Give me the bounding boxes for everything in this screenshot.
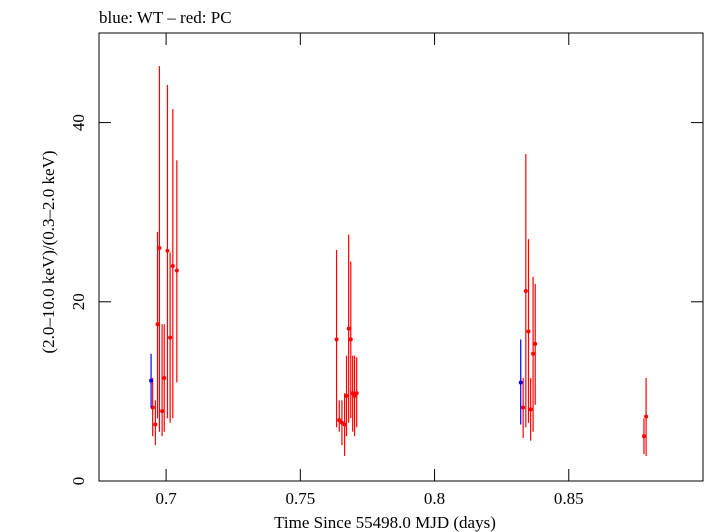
data-point [521,405,526,410]
data-point [342,422,347,427]
data-point [523,289,528,294]
data-point [334,337,339,342]
data-point [162,375,167,380]
data-point [168,335,173,340]
y-axis-ticks: 0 20 40 [69,114,703,485]
y-tick-label: 0 [69,477,88,486]
x-axis-label: Time Since 55498.0 MJD (days) [274,513,496,532]
data-point [526,329,531,334]
data-point [531,351,536,356]
data-point [337,418,342,423]
data-point [157,246,162,251]
data-point [641,434,646,439]
data-point [518,380,523,385]
data-point [165,248,170,253]
data-point [533,341,538,346]
y-axis-label: (2.0–10.0 keV)/(0.3–2.0 keV) [39,150,58,353]
plot-frame [98,32,704,482]
data-point [344,393,349,398]
data-point [348,337,353,342]
x-axis-ticks: 0.7 0.75 0.8 0.85 [155,33,584,508]
y-tick-label: 40 [69,114,88,131]
data-point [150,405,155,410]
x-tick-label: 0.7 [155,489,177,508]
data-point [352,393,357,398]
x-tick-label: 0.8 [424,489,445,508]
data-marks [149,66,649,456]
y-tick-label: 20 [69,293,88,310]
data-point [155,322,160,327]
data-point [346,326,351,331]
x-tick-label: 0.85 [554,489,584,508]
chart-title: blue: WT – red: PC [99,8,232,27]
data-point [160,409,165,414]
data-point [153,422,158,427]
data-point [174,268,179,273]
data-point [528,407,533,412]
data-point [354,391,359,396]
data-point [149,378,154,383]
data-point [170,263,175,268]
x-tick-label: 0.75 [285,489,315,508]
data-point [644,414,649,419]
